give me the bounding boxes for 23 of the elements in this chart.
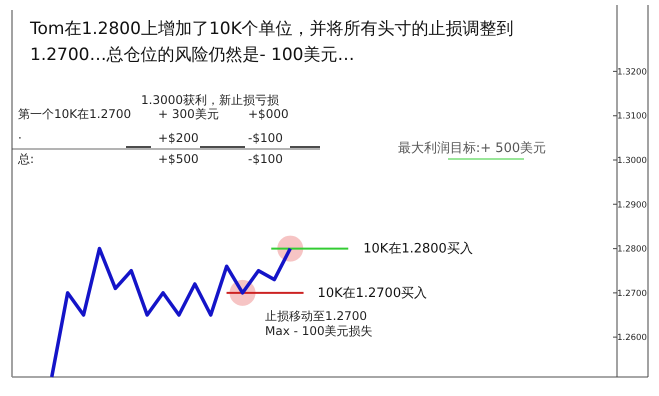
y-tick-label: 1.3100: [617, 112, 647, 122]
text: Tom在1.2800上增加了10K个单位，并将所有头寸的止损调整到 1.2700…总仓位的风险仍然是- 100美元…: [29, 19, 514, 65]
annotation: 最大利润目标:+ 500美元: [398, 140, 546, 156]
annotation: +$200: [158, 131, 199, 145]
y-tick-label: 1.2600: [617, 333, 647, 344]
annotation: +$500: [158, 152, 199, 166]
ref-line-label: 10K在1.2700买入: [318, 286, 428, 301]
y-tick-label: 1.2700: [617, 288, 647, 299]
y-tick-label: 1.2800: [617, 244, 647, 255]
ref-line-label: 10K在1.2800买入: [363, 242, 473, 257]
annotation: ·: [18, 131, 22, 145]
y-tick-label: 1.3200: [617, 67, 647, 78]
annotation: +$000: [248, 107, 289, 121]
annotation: Max - 100美元损失: [265, 324, 373, 338]
annotation: 总:: [17, 152, 34, 166]
annotation: -$100: [248, 131, 283, 145]
annotation: 1.3000获利，新止损亏损: [141, 93, 279, 107]
annotation: 止损移动至1.2700: [265, 309, 367, 323]
y-tick-label: 1.3000: [617, 156, 647, 166]
annotation: -$100: [248, 152, 283, 166]
annotation: + 300美元: [158, 107, 219, 121]
annotation: 第一个10K在1.2700: [18, 107, 132, 121]
y-tick-label: 1.2900: [617, 200, 647, 210]
